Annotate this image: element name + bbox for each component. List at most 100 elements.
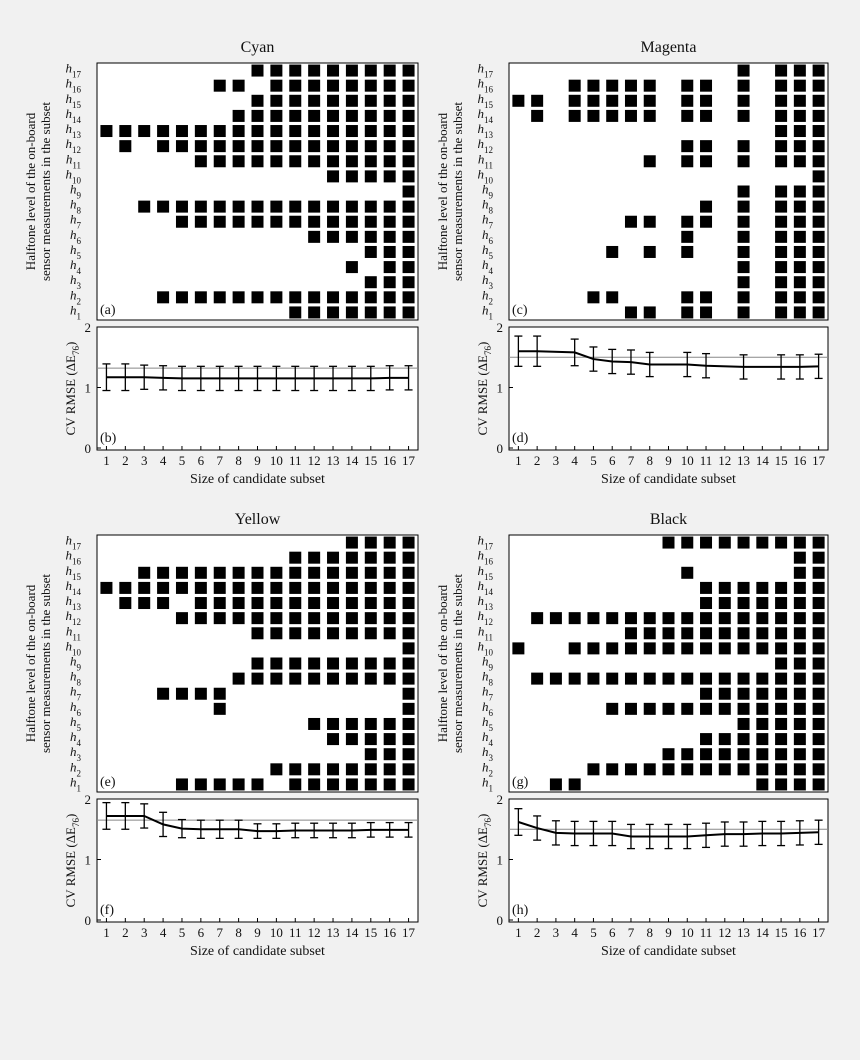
h-letter: h [70,729,77,744]
selected-cell [383,170,396,183]
h-letter: h [66,608,73,623]
selected-cell [251,125,264,138]
x-tick-label: 9 [254,453,261,468]
selected-cell [737,612,750,625]
selected-cell [587,642,600,655]
selected-cell [327,612,340,625]
selected-cell [402,125,415,138]
h-level-tick: h1 [482,774,493,793]
selected-cell [364,306,377,319]
h-letter: h [478,548,485,563]
selected-cell [793,581,806,594]
selected-cell [213,140,226,153]
h-level-tick: h1 [70,774,81,793]
selected-cell [681,215,694,228]
h-letter: h [66,121,73,136]
selected-cell [587,79,600,92]
rmse-ylabel: CV RMSE (ΔE76) [63,342,81,436]
selected-cell [793,763,806,776]
h-level-tick: h3 [482,744,494,763]
selected-cell [718,748,731,761]
h-letter: h [478,608,485,623]
h-subscript: 1 [489,311,494,321]
selected-cell [737,717,750,730]
rmse-ytick-label: 0 [497,441,504,456]
selected-cell [775,306,788,319]
h-level-tick: h2 [482,287,493,306]
selected-cell [327,109,340,122]
selected-cell [662,642,675,655]
selected-cell [812,140,825,153]
selected-cell [289,291,302,304]
selected-cell [624,79,637,92]
selected-cell [327,657,340,670]
x-axis-label: Size of candidate subset [601,472,736,487]
selected-cell [756,733,769,746]
selected-cell [812,581,825,594]
selected-cell [606,702,619,715]
selected-cell [681,140,694,153]
x-axis-label: Size of candidate subset [190,944,325,959]
selected-cell [383,597,396,610]
x-tick-label: 17 [812,925,826,940]
selected-cell [718,581,731,594]
selected-cell [402,551,415,564]
selected-cell [175,687,188,700]
selected-cell [737,748,750,761]
selected-cell [812,245,825,258]
selected-cell [737,291,750,304]
selected-cell [812,185,825,198]
selected-cell [793,276,806,289]
selected-cell [383,581,396,594]
selected-cell [157,125,170,138]
selected-cell [213,581,226,594]
selected-cell [793,612,806,625]
selected-cell [737,245,750,258]
selected-cell [383,79,396,92]
rmse-ytick-label: 2 [85,320,92,335]
h-subscript: 15 [72,572,82,582]
selected-cell [289,94,302,107]
selected-cell [812,778,825,791]
selected-cell [213,612,226,625]
selected-cell [327,627,340,640]
h-level-tick: h16 [66,548,82,567]
selected-cell [327,717,340,730]
rmse-ylabel-main: CV RMSE (ΔE [475,355,490,435]
h-letter: h [70,287,77,302]
h-level-tick: h7 [70,212,82,231]
selected-cell [364,215,377,228]
selected-cell [700,140,713,153]
selected-cell [327,581,340,594]
selected-cell [793,551,806,564]
selected-cell [624,215,637,228]
h-subscript: 5 [77,723,82,733]
rmse-ylabel-main: CV RMSE (ΔE [63,827,78,907]
rmse-ylabel-sub: 76 [71,817,81,827]
selected-cell [308,125,321,138]
selected-cell [737,230,750,243]
panel-cyan: Cyanh1h2h3h4h5h6h7h8h9h10h11h12h13h14h15… [23,39,419,487]
h-letter: h [70,759,77,774]
selected-cell [308,566,321,579]
selected-cell [289,79,302,92]
selected-cell [345,717,358,730]
selected-cell [327,566,340,579]
rmse-ytick-label: 2 [497,792,504,807]
selected-cell [531,94,544,107]
selected-cell [232,597,245,610]
h-letter: h [478,91,485,106]
selected-cell [681,612,694,625]
selected-cell [700,763,713,776]
h-level-tick: h2 [482,759,493,778]
selected-cell [402,627,415,640]
rmse-ylabel: CV RMSE (ΔE76) [475,814,493,908]
h-subscript: 14 [484,115,494,125]
h-subscript: 17 [484,70,494,80]
selected-cell [775,748,788,761]
selected-cell [402,536,415,549]
x-tick-label: 1 [515,453,522,468]
selected-cell [175,215,188,228]
selected-cell [643,109,656,122]
heatmap-ylabel-line2: sensor measurements in the subset [38,574,53,753]
